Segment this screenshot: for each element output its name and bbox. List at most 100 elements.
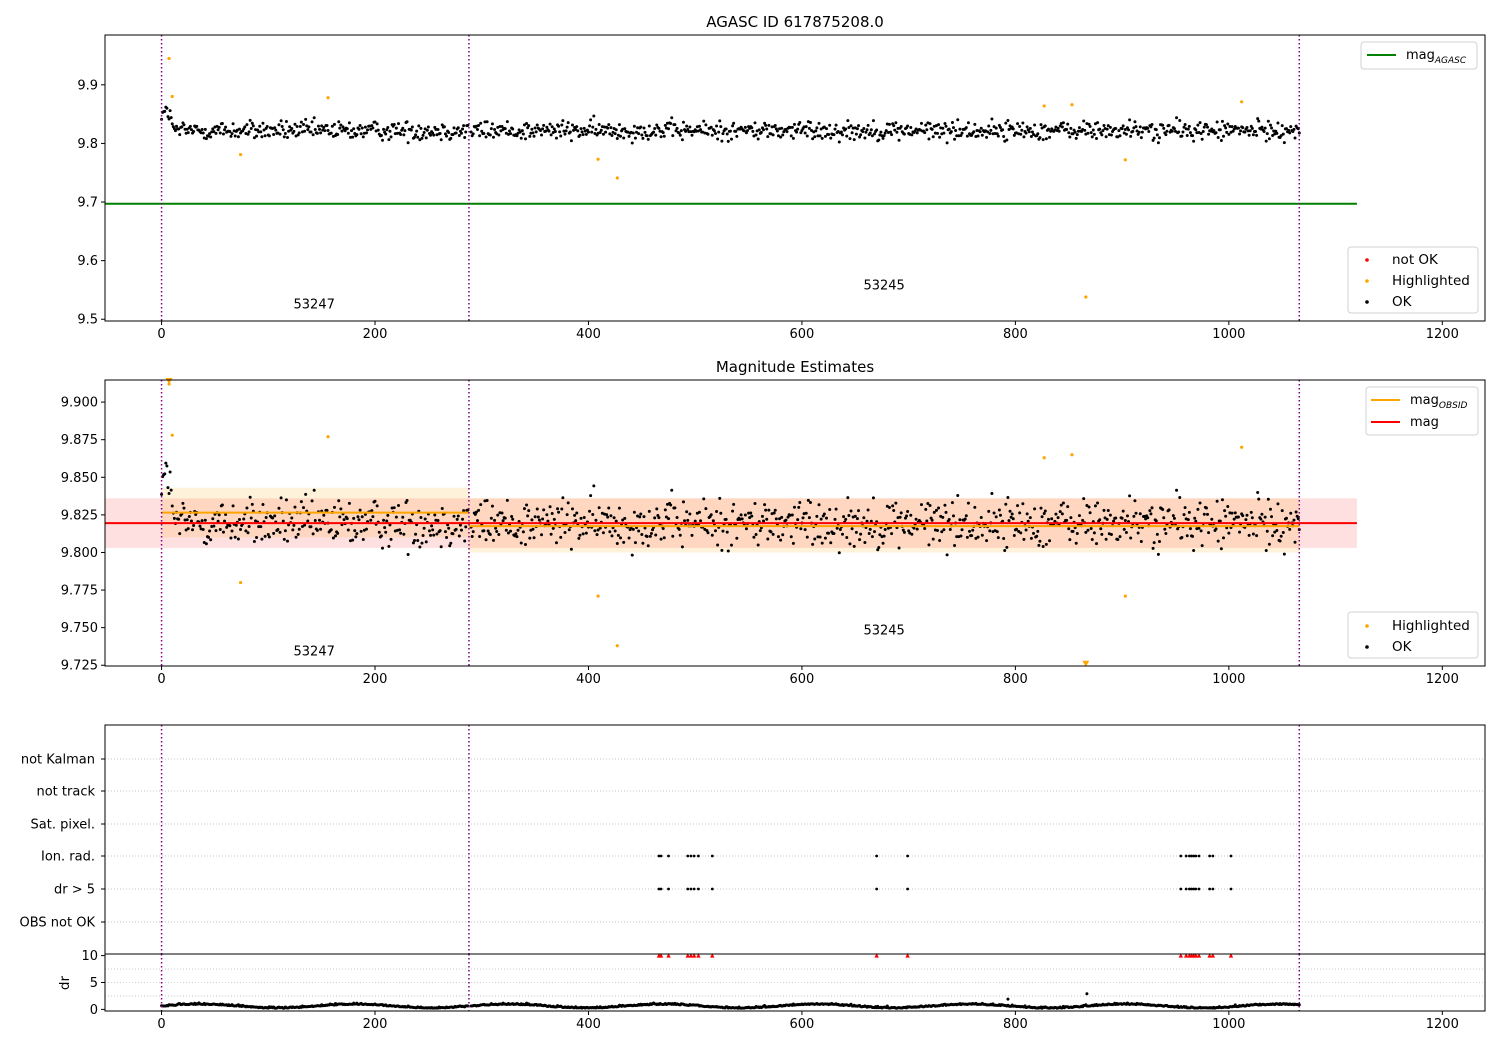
flag-label: OBS not OK	[20, 916, 96, 931]
panel1-legend: magAGASC	[1360, 41, 1478, 70]
ok-point	[1029, 536, 1033, 540]
ok-point	[657, 126, 661, 130]
ok-point	[1218, 128, 1222, 132]
ok-point	[552, 127, 556, 131]
ok-point	[1089, 526, 1093, 530]
ok-point	[808, 120, 812, 124]
ok-point	[854, 530, 858, 534]
ok-point	[581, 133, 585, 137]
ok-point	[1231, 129, 1235, 133]
ok-point	[743, 513, 747, 517]
ok-point	[899, 511, 903, 515]
ok-point	[394, 126, 398, 130]
ok-point	[311, 133, 315, 137]
ok-point	[1265, 132, 1269, 136]
ok-point	[773, 124, 777, 128]
ok-point	[958, 127, 962, 131]
ok-point	[201, 528, 205, 532]
ok-point	[380, 138, 384, 142]
y-tick-label: 5	[90, 976, 98, 991]
ok-point	[815, 126, 819, 130]
ok-point	[1108, 125, 1112, 129]
ok-point	[807, 516, 811, 520]
ok-point	[1065, 127, 1069, 131]
ok-point	[1006, 119, 1010, 123]
ok-point	[477, 124, 481, 128]
ok-point	[419, 126, 423, 130]
ok-point	[659, 537, 663, 541]
ok-point	[706, 132, 710, 136]
ok-point	[1134, 125, 1138, 129]
ok-point	[906, 124, 910, 128]
flag-point	[710, 854, 714, 858]
ok-point	[753, 121, 757, 125]
ok-point	[1118, 535, 1122, 539]
ok-point	[1128, 118, 1132, 122]
ok-point	[767, 508, 771, 512]
flag-point	[689, 887, 693, 891]
ok-point	[1167, 123, 1171, 127]
ok-point	[950, 121, 954, 125]
ok-point	[704, 507, 708, 511]
ok-point	[160, 492, 164, 496]
flag-point	[1229, 887, 1233, 891]
ok-point	[588, 124, 592, 128]
ok-point	[924, 123, 928, 127]
x-tick-label: 800	[1003, 1017, 1028, 1032]
ok-point	[1191, 534, 1195, 538]
ok-point	[796, 518, 800, 522]
ok-point	[385, 519, 389, 523]
ok-point	[1106, 508, 1110, 512]
ok-point	[582, 516, 586, 520]
ok-point	[725, 530, 729, 534]
ok-point	[250, 121, 254, 125]
ok-point	[1152, 541, 1156, 545]
ok-point	[436, 518, 440, 522]
ok-point	[1249, 510, 1253, 514]
ok-point	[754, 532, 758, 536]
ok-point	[329, 131, 333, 135]
ok-point	[749, 511, 753, 515]
ok-point	[893, 128, 897, 132]
ok-point	[503, 516, 507, 520]
ok-point	[771, 133, 775, 137]
ok-point	[1185, 534, 1189, 538]
ok-point	[536, 515, 540, 519]
ok-point	[1120, 516, 1124, 520]
dr-clipped-marker	[874, 953, 879, 958]
ok-point	[431, 528, 435, 532]
ok-point	[182, 123, 186, 127]
ok-point	[1216, 136, 1220, 140]
ok-point	[606, 126, 610, 130]
ok-point	[643, 526, 647, 530]
ok-point	[1214, 131, 1218, 135]
ok-point	[1024, 528, 1028, 532]
ok-point	[401, 515, 405, 519]
ok-point	[897, 546, 901, 550]
ok-point	[343, 129, 347, 133]
ok-point	[357, 518, 361, 522]
ok-point	[264, 515, 268, 519]
ok-point	[209, 135, 213, 139]
ok-point	[461, 517, 465, 521]
ok-point	[973, 505, 977, 509]
ok-point	[865, 519, 869, 523]
ok-point	[1271, 534, 1275, 538]
highlighted-point	[167, 382, 171, 386]
ok-point	[870, 535, 874, 539]
ok-point	[388, 523, 392, 527]
ok-point	[535, 507, 539, 511]
ok-point	[844, 517, 848, 521]
ok-point	[669, 121, 673, 125]
ok-point	[702, 497, 706, 501]
ok-point	[1198, 121, 1202, 125]
ok-point	[200, 519, 204, 523]
x-tick-label: 200	[363, 1017, 388, 1032]
ok-point	[948, 528, 952, 532]
ok-point	[260, 537, 264, 541]
ok-point	[282, 537, 286, 541]
ok-point	[337, 120, 341, 124]
ok-point	[940, 530, 944, 534]
ok-point	[566, 501, 570, 505]
